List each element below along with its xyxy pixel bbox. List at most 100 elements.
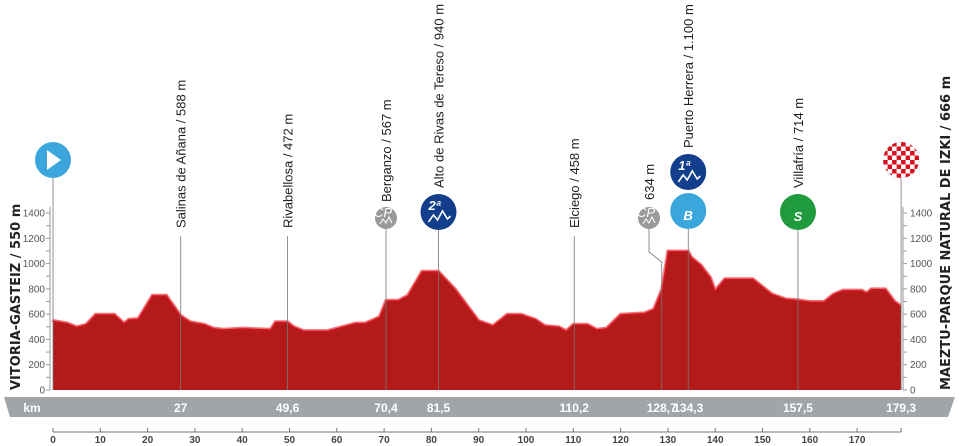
sprint-icon bbox=[779, 194, 816, 230]
x-tick-label: 140 bbox=[707, 435, 724, 446]
climb-badge: 1ª bbox=[670, 154, 707, 190]
flag-square bbox=[887, 146, 893, 151]
km-bar-value: 134,3 bbox=[673, 401, 703, 415]
km-bar-label: km bbox=[23, 401, 40, 415]
profile-point: Berganzo / 567 m 70,4 bbox=[374, 99, 398, 415]
profile-point: Rivabellosa / 472 m 49,6 bbox=[276, 114, 300, 415]
flag-square bbox=[905, 146, 911, 151]
flag-square bbox=[892, 160, 897, 165]
cp-badge: CP bbox=[374, 205, 397, 229]
flag-square bbox=[914, 173, 920, 178]
point-label: Alto de Rivas de Tereso / 940 m bbox=[431, 4, 446, 188]
x-tick-label: 50 bbox=[284, 435, 296, 446]
flag-square bbox=[914, 155, 920, 160]
sprint-badge: S bbox=[779, 194, 816, 230]
km-bar bbox=[4, 397, 955, 417]
y-tick-label: 0 bbox=[910, 386, 916, 397]
point-label: Elciego / 458 m bbox=[567, 138, 582, 228]
y-tick-label: 200 bbox=[910, 360, 927, 371]
y-tick-label: 1200 bbox=[23, 234, 46, 245]
badge-text: S bbox=[794, 209, 803, 224]
start-label: VITORIA-GASTEIZ / 550 m bbox=[9, 204, 24, 390]
cp-badge: CP bbox=[637, 205, 660, 229]
y-tick-label: 1400 bbox=[23, 209, 46, 220]
km-bar-value: 81,5 bbox=[427, 401, 451, 415]
x-tick-label: 0 bbox=[50, 435, 56, 446]
flag-square bbox=[910, 151, 915, 156]
flag-square bbox=[896, 155, 902, 160]
x-tick-label: 90 bbox=[473, 435, 485, 446]
flag-square bbox=[905, 173, 911, 178]
x-tick-label: 10 bbox=[95, 435, 107, 446]
y-tick-label: 1000 bbox=[910, 259, 933, 270]
flag-square bbox=[892, 169, 897, 174]
x-tick-label: 60 bbox=[331, 435, 343, 446]
flag-square bbox=[896, 146, 902, 151]
profile-point: Elciego / 458 m 110,2 bbox=[560, 138, 590, 415]
y-tick-label: 400 bbox=[28, 335, 45, 346]
km-bar-value: 128,7 bbox=[647, 401, 677, 415]
flag-square bbox=[896, 164, 902, 169]
play-icon bbox=[47, 150, 61, 170]
flag-square bbox=[883, 142, 888, 147]
point-label: Puerto Herrera / 1.100 m bbox=[681, 4, 696, 148]
km-bar-value: 110,2 bbox=[560, 401, 590, 415]
point-label: 634 m bbox=[642, 164, 657, 200]
x-tick-label: 70 bbox=[379, 435, 391, 446]
profile-point: Puerto Herrera / 1.100 m 134,3 bbox=[673, 4, 703, 415]
x-tick-label: 170 bbox=[849, 435, 866, 446]
point-label: Berganzo / 567 m bbox=[379, 99, 394, 202]
profile-point: 634 m 128,7 bbox=[642, 164, 677, 415]
flag-square bbox=[892, 142, 897, 147]
mountain-glyph bbox=[642, 215, 656, 225]
finish-label: MAEZTU-PARQUE NATURAL DE IZKI / 666 m bbox=[939, 76, 954, 390]
y-tick-label: 200 bbox=[28, 360, 45, 371]
badge-text: 1ª bbox=[678, 158, 691, 173]
badge-text: CP bbox=[637, 205, 655, 220]
mountain-glyph bbox=[379, 215, 393, 225]
flag-square bbox=[901, 142, 906, 147]
km-bar-value: 179,3 bbox=[886, 401, 916, 415]
flag-square bbox=[883, 151, 888, 156]
x-tick-label: 110 bbox=[565, 435, 582, 446]
km-bar-value: 27 bbox=[174, 401, 188, 415]
flag-square bbox=[887, 155, 893, 160]
point-label: Rivabellosa / 472 m bbox=[281, 114, 296, 228]
point-label: Salinas de Añana / 588 m bbox=[174, 80, 189, 228]
climb-badge: 2ª bbox=[420, 194, 457, 230]
x-tick-label: 100 bbox=[518, 435, 535, 446]
elevation-profile-ridge bbox=[51, 249, 902, 333]
flag-square bbox=[905, 164, 911, 169]
km-bar-value: 157,5 bbox=[783, 401, 813, 415]
y-tick-label: 800 bbox=[28, 284, 45, 295]
y-tick-label: 1400 bbox=[910, 209, 933, 220]
km-bar-value: 49,6 bbox=[276, 401, 300, 415]
y-tick-label: 1000 bbox=[23, 259, 46, 270]
flag-square bbox=[887, 164, 893, 169]
x-tick-label: 130 bbox=[660, 435, 677, 446]
mountain-glyph bbox=[677, 169, 701, 183]
profile-point: Alto de Rivas de Tereso / 940 m 81,5 bbox=[427, 4, 451, 415]
flag-square bbox=[901, 169, 906, 174]
badge-text: CP bbox=[374, 205, 392, 220]
flag-square bbox=[883, 160, 888, 165]
flag-square bbox=[901, 151, 906, 156]
bonus-sprint-icon bbox=[670, 193, 707, 229]
flag-square bbox=[901, 160, 906, 165]
badge-text: B bbox=[684, 208, 693, 223]
x-tick-label: 120 bbox=[612, 435, 629, 446]
flag-square bbox=[910, 160, 915, 165]
flag-square bbox=[914, 164, 920, 169]
x-tick-label: 160 bbox=[801, 435, 818, 446]
checkered-flag-icon bbox=[882, 141, 920, 179]
marker-line bbox=[648, 226, 663, 390]
y-tick-label: 600 bbox=[28, 310, 45, 321]
mountain-glyph bbox=[427, 209, 452, 223]
flag-square bbox=[905, 155, 911, 160]
y-tick-label: 600 bbox=[910, 310, 927, 321]
y-tick-label: 800 bbox=[910, 284, 927, 295]
profile-point: Salinas de Añana / 588 m 27 bbox=[174, 80, 189, 415]
x-tick-label: 30 bbox=[189, 435, 201, 446]
x-tick-label: 40 bbox=[237, 435, 249, 446]
